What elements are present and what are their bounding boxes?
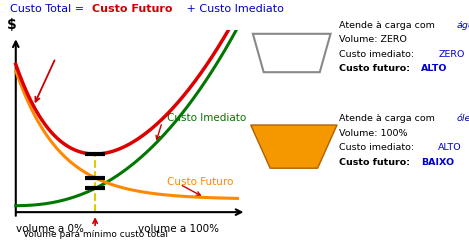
- Text: volume a 0%: volume a 0%: [16, 224, 83, 234]
- Text: Volume para mínimo custo total: Volume para mínimo custo total: [23, 230, 167, 239]
- Text: volume a 100%: volume a 100%: [138, 224, 219, 234]
- Text: Custo imediato:: Custo imediato:: [339, 143, 417, 152]
- Text: Custo imediato:: Custo imediato:: [339, 50, 417, 59]
- Text: Atende à carga com: Atende à carga com: [339, 114, 438, 123]
- Text: Custo futuro:: Custo futuro:: [339, 64, 414, 73]
- Text: Volume: ZERO: Volume: ZERO: [339, 35, 407, 44]
- Text: Custo Futuro: Custo Futuro: [92, 4, 173, 15]
- Text: Custo Imediato: Custo Imediato: [166, 113, 246, 123]
- Text: Atende à carga com: Atende à carga com: [339, 20, 438, 30]
- Text: Volume: 100%: Volume: 100%: [339, 129, 408, 138]
- Text: + Custo Imediato: + Custo Imediato: [183, 4, 284, 15]
- Text: Custo Futuro: Custo Futuro: [166, 177, 233, 187]
- Text: ALTO: ALTO: [439, 143, 462, 152]
- Text: $: $: [7, 18, 17, 32]
- Text: ALTO: ALTO: [421, 64, 448, 73]
- Polygon shape: [251, 125, 337, 168]
- Text: ZERO: ZERO: [439, 50, 465, 59]
- Text: Custo Total =: Custo Total =: [9, 4, 87, 15]
- Text: BAIXO: BAIXO: [421, 158, 454, 167]
- Text: Custo futuro:: Custo futuro:: [339, 158, 414, 167]
- Text: óleo: óleo: [457, 114, 469, 123]
- Text: água: água: [457, 20, 469, 30]
